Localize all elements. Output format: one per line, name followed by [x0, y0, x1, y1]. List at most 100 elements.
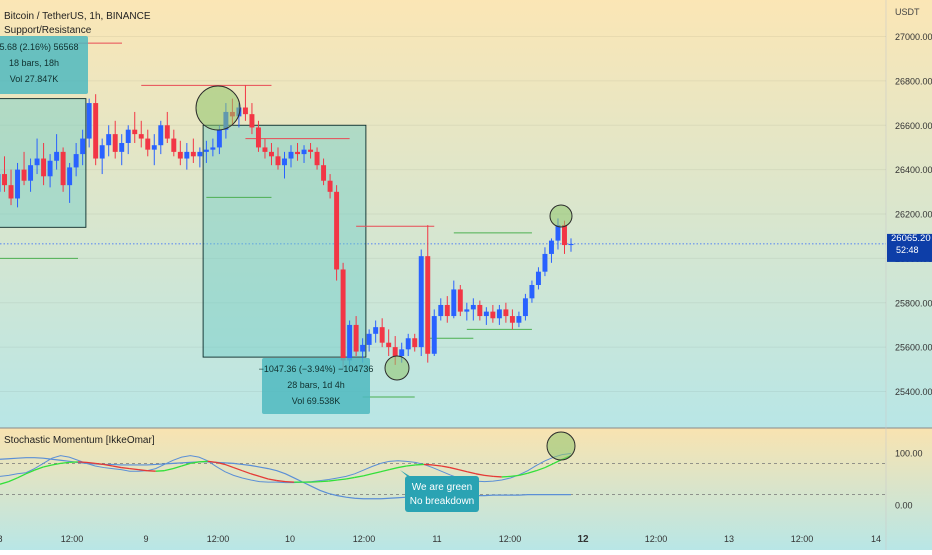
candle-body[interactable]	[354, 325, 359, 352]
candle-body[interactable]	[367, 334, 372, 345]
candle-body[interactable]	[35, 159, 40, 166]
currency-label: USDT	[895, 7, 920, 17]
candle-body[interactable]	[321, 165, 326, 181]
candle-body[interactable]	[256, 127, 261, 147]
price-tick-label: 26400.00	[895, 165, 932, 175]
candle-body[interactable]	[269, 152, 274, 156]
candle-body[interactable]	[217, 130, 222, 148]
time-tick-label: 13	[724, 534, 734, 544]
candle-body[interactable]	[360, 345, 365, 352]
candle-body[interactable]	[549, 241, 554, 254]
candle-body[interactable]	[243, 108, 248, 115]
current-price-label: 26065.20	[891, 233, 931, 244]
price-tick-label: 25400.00	[895, 387, 932, 397]
candle-body[interactable]	[373, 327, 378, 334]
candle-body[interactable]	[100, 145, 105, 158]
candle-body[interactable]	[497, 309, 502, 318]
candle-body[interactable]	[9, 185, 14, 198]
candle-body[interactable]	[61, 152, 66, 185]
candle-body[interactable]	[178, 152, 183, 159]
candle-body[interactable]	[425, 256, 430, 354]
candle-body[interactable]	[106, 134, 111, 145]
candle-body[interactable]	[445, 305, 450, 316]
candle-body[interactable]	[74, 154, 79, 167]
candle-body[interactable]	[54, 152, 59, 161]
candle-body[interactable]	[536, 272, 541, 285]
candle-body[interactable]	[562, 225, 567, 245]
candle-body[interactable]	[523, 298, 528, 316]
candle-body[interactable]	[165, 125, 170, 138]
candle-body[interactable]	[132, 130, 137, 134]
candle-body[interactable]	[289, 152, 294, 159]
candle-body[interactable]	[210, 147, 215, 149]
candle-body[interactable]	[249, 114, 254, 127]
candle-body[interactable]	[393, 347, 398, 356]
candle-body[interactable]	[451, 289, 456, 316]
candle-body[interactable]	[126, 130, 131, 143]
candle-body[interactable]	[569, 244, 574, 245]
candle-body[interactable]	[471, 305, 476, 309]
candle-body[interactable]	[510, 316, 515, 323]
candle-body[interactable]	[184, 152, 189, 159]
candle-body[interactable]	[386, 343, 391, 347]
candle-body[interactable]	[516, 316, 521, 323]
candle-body[interactable]	[87, 103, 92, 139]
highlight-circle[interactable]	[385, 356, 409, 380]
candle-body[interactable]	[341, 269, 346, 360]
candle-body[interactable]	[412, 338, 417, 347]
candle-body[interactable]	[477, 305, 482, 316]
candle-body[interactable]	[490, 312, 495, 319]
candle-body[interactable]	[204, 150, 209, 152]
candle-body[interactable]	[406, 338, 411, 349]
candle-body[interactable]	[158, 125, 163, 145]
candle-body[interactable]	[308, 150, 313, 152]
candle-body[interactable]	[295, 152, 300, 154]
highlight-circle[interactable]	[196, 86, 240, 130]
candle-body[interactable]	[380, 327, 385, 343]
candle-body[interactable]	[48, 161, 53, 177]
candle-body[interactable]	[419, 256, 424, 347]
candle-body[interactable]	[503, 309, 508, 316]
candle-body[interactable]	[432, 316, 437, 354]
candle-body[interactable]	[22, 170, 27, 181]
candle-body[interactable]	[80, 139, 85, 155]
candle-body[interactable]	[191, 152, 196, 156]
candle-body[interactable]	[484, 312, 489, 316]
candle-body[interactable]	[302, 150, 307, 154]
candle-body[interactable]	[328, 181, 333, 192]
candle-body[interactable]	[438, 305, 443, 316]
candle-body[interactable]	[139, 134, 144, 138]
candle-body[interactable]	[262, 147, 267, 151]
candle-body[interactable]	[152, 145, 157, 149]
candle-body[interactable]	[119, 143, 124, 152]
candle-body[interactable]	[282, 159, 287, 166]
time-tick-label: 12:00	[791, 534, 814, 544]
candle-body[interactable]	[458, 289, 463, 311]
candle-body[interactable]	[41, 159, 46, 177]
candle-body[interactable]	[347, 325, 352, 361]
stoch-momentum-segment	[156, 471, 165, 472]
candle-body[interactable]	[399, 349, 404, 356]
candle-body[interactable]	[67, 167, 72, 185]
candle-body[interactable]	[145, 139, 150, 150]
candle-body[interactable]	[2, 174, 7, 185]
candle-body[interactable]	[171, 139, 176, 152]
highlight-circle[interactable]	[547, 432, 575, 460]
candle-body[interactable]	[113, 134, 118, 152]
highlight-circle[interactable]	[550, 205, 572, 227]
candle-body[interactable]	[15, 170, 20, 199]
candle-body[interactable]	[464, 309, 469, 311]
candle-body[interactable]	[28, 165, 33, 181]
candle-body[interactable]	[334, 192, 339, 270]
candle-body[interactable]	[276, 156, 281, 165]
candle-body[interactable]	[529, 285, 534, 298]
candle-body[interactable]	[542, 254, 547, 272]
candle-body[interactable]	[315, 152, 320, 165]
candle-body[interactable]	[197, 152, 202, 156]
stoch-tick-label: 100.00	[895, 449, 923, 459]
candle-body[interactable]	[93, 103, 98, 158]
